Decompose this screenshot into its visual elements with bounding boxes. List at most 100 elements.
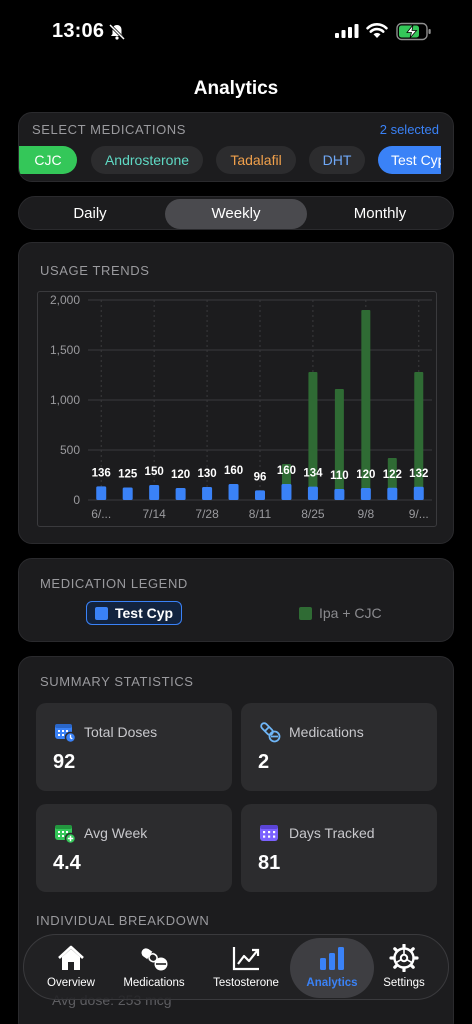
legend-item-ipa-cjc[interactable]: Ipa + CJC bbox=[299, 601, 382, 625]
calendar-icon bbox=[260, 825, 278, 841]
usage-trends-label: USAGE TRENDS bbox=[40, 263, 150, 278]
bar-value-label: 136 bbox=[92, 467, 111, 479]
stat-medications: Medications 2 bbox=[241, 703, 437, 791]
y-tick-label: 1,000 bbox=[50, 393, 80, 407]
usage-trends-card: USAGE TRENDS 2,000 1,500 1,000 500 0 136 125 15… bbox=[18, 242, 454, 544]
bar-test-cyp bbox=[96, 486, 107, 500]
chip-cjc[interactable]: CJC bbox=[19, 146, 77, 174]
chip-androsterone[interactable]: Androsterone bbox=[91, 146, 203, 174]
bar-test-cyp bbox=[334, 489, 345, 500]
bar-value-label: 160 bbox=[277, 465, 296, 477]
status-bar: 13:06 bbox=[0, 0, 472, 60]
stat-label: Days Tracked bbox=[289, 825, 375, 841]
legend-swatch bbox=[299, 606, 312, 620]
individual-breakdown-label: INDIVIDUAL BREAKDOWN bbox=[36, 913, 210, 928]
bar-test-cyp bbox=[255, 490, 265, 500]
tab-bar: Overview Medications Testosterone Anal bbox=[23, 934, 449, 1000]
x-tick-label: 6/... bbox=[91, 507, 111, 521]
pills-icon bbox=[260, 722, 281, 743]
bar-value-label: 122 bbox=[383, 469, 402, 481]
legend-item-label: Test Cyp bbox=[115, 605, 174, 621]
bar-test-cyp bbox=[149, 485, 160, 500]
stat-label: Total Doses bbox=[84, 724, 158, 740]
y-tick-label: 0 bbox=[73, 493, 80, 507]
stat-value: 92 bbox=[53, 751, 76, 773]
y-tick-label: 1,500 bbox=[50, 343, 80, 357]
medication-legend-card: MEDICATION LEGEND Test Cyp Ipa + CJC bbox=[18, 558, 454, 642]
tab-label: Overview bbox=[47, 977, 95, 989]
bar-value-label: 132 bbox=[409, 468, 428, 480]
tab-settings[interactable]: Settings bbox=[361, 935, 447, 1001]
tab-medications[interactable]: Medications bbox=[111, 935, 197, 1001]
tab-testosterone[interactable]: Testosterone bbox=[203, 935, 289, 1001]
bar-test-cyp bbox=[202, 487, 213, 500]
cellular-signal-icon bbox=[335, 24, 359, 38]
segment-daily[interactable]: Daily bbox=[73, 205, 107, 222]
period-segmented-control: Daily Weekly Monthly bbox=[18, 196, 454, 230]
chip-tadalafil[interactable]: Tadalafil bbox=[216, 146, 296, 174]
wifi-icon bbox=[366, 23, 388, 38]
trend-chart-icon bbox=[232, 947, 260, 971]
bar-value-label: 120 bbox=[171, 469, 190, 481]
tab-analytics[interactable]: Analytics bbox=[289, 935, 375, 1001]
bar-test-cyp bbox=[175, 488, 186, 500]
house-icon bbox=[58, 945, 84, 970]
bar-test-cyp bbox=[228, 484, 239, 500]
y-tick-label: 2,000 bbox=[50, 293, 80, 307]
bar-value-label: 130 bbox=[197, 468, 216, 480]
stat-days-tracked: Days Tracked 81 bbox=[241, 804, 437, 892]
tab-label: Testosterone bbox=[213, 977, 279, 989]
bar-value-label: 134 bbox=[303, 468, 323, 480]
legend-item-test-cyp[interactable]: Test Cyp bbox=[86, 601, 183, 625]
gear-icon bbox=[389, 944, 419, 972]
pills-icon bbox=[141, 948, 168, 971]
x-tick-label: 8/11 bbox=[249, 507, 272, 521]
summary-statistics-label: SUMMARY STATISTICS bbox=[40, 674, 194, 689]
bar-test-cyp bbox=[387, 487, 398, 500]
stat-label: Avg Week bbox=[84, 825, 148, 841]
bar-chart-icon bbox=[320, 947, 344, 970]
bar-value-label: 160 bbox=[224, 465, 243, 477]
bar-value-label: 110 bbox=[330, 470, 349, 482]
bar-ipa-cjc bbox=[334, 389, 344, 500]
tab-overview[interactable]: Overview bbox=[28, 935, 114, 1001]
stat-total-doses: Total Doses 92 bbox=[36, 703, 232, 791]
bell-slash-icon bbox=[108, 23, 126, 41]
stat-value: 4.4 bbox=[53, 852, 81, 874]
x-tick-label: 7/14 bbox=[142, 507, 166, 521]
segment-monthly[interactable]: Monthly bbox=[353, 205, 407, 222]
bar-ipa-cjc bbox=[414, 372, 424, 500]
bar-value-label: 120 bbox=[356, 469, 375, 481]
bar-test-cyp bbox=[307, 486, 318, 500]
status-time: 13:06 bbox=[52, 20, 105, 42]
x-tick-label: 9/8 bbox=[358, 507, 375, 521]
tab-label: Analytics bbox=[306, 977, 358, 989]
segment-weekly[interactable]: Weekly bbox=[165, 199, 307, 229]
calendar-plus-icon bbox=[55, 825, 76, 844]
stat-avg-week: Avg Week 4.4 bbox=[36, 804, 232, 892]
y-tick-label: 500 bbox=[60, 443, 80, 457]
bar-ipa-cjc bbox=[308, 372, 318, 500]
chip-test-cyp[interactable]: Test Cyp bbox=[378, 146, 441, 174]
medication-selector: SELECT MEDICATIONS 2 selected CJC Andros… bbox=[18, 112, 454, 182]
calendar-clock-icon bbox=[55, 724, 76, 743]
selected-count: 2 selected bbox=[379, 122, 439, 137]
bar-test-cyp bbox=[122, 487, 133, 500]
bar-value-label: 150 bbox=[145, 466, 164, 478]
x-tick-label: 7/28 bbox=[195, 507, 219, 521]
stat-value: 81 bbox=[258, 852, 281, 874]
medication-chip-row[interactable]: CJC Androsterone Tadalafil DHT Test Cyp bbox=[19, 146, 441, 176]
bar-value-label: 96 bbox=[254, 471, 267, 483]
stat-value: 2 bbox=[258, 751, 270, 773]
tab-label: Medications bbox=[123, 977, 185, 989]
medication-legend-label: MEDICATION LEGEND bbox=[40, 576, 188, 591]
legend-swatch bbox=[95, 606, 108, 620]
x-tick-label: 8/25 bbox=[301, 507, 325, 521]
tab-label: Settings bbox=[383, 977, 425, 989]
page-title: Analytics bbox=[193, 78, 279, 99]
usage-chart: 2,000 1,500 1,000 500 0 136 125 150 120 130 160 96 1… bbox=[37, 291, 437, 527]
bar-test-cyp bbox=[360, 488, 371, 500]
x-tick-label: 9/... bbox=[409, 507, 429, 521]
legend-item-label: Ipa + CJC bbox=[319, 605, 382, 621]
chip-dht[interactable]: DHT bbox=[309, 146, 365, 174]
